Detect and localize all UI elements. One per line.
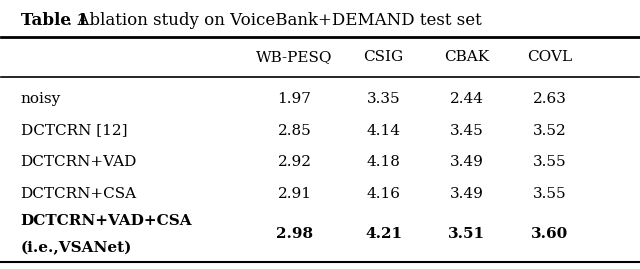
Text: (i.e.,VSANet): (i.e.,VSANet) [20,240,132,255]
Text: DCTCRN+VAD: DCTCRN+VAD [20,155,137,169]
Text: 3.35: 3.35 [367,91,401,105]
Text: DCTCRN [12]: DCTCRN [12] [20,123,127,137]
Text: COVL: COVL [527,50,572,64]
Text: 4.16: 4.16 [367,187,401,201]
Text: 3.51: 3.51 [448,227,485,241]
Text: 1.97: 1.97 [278,91,312,105]
Text: DCTCRN+VAD+CSA: DCTCRN+VAD+CSA [20,214,192,228]
Text: 3.52: 3.52 [532,123,566,137]
Text: 2.91: 2.91 [278,187,312,201]
Text: WB-PESQ: WB-PESQ [256,50,333,64]
Text: noisy: noisy [20,91,61,105]
Text: 2.63: 2.63 [532,91,566,105]
Text: 3.45: 3.45 [450,123,483,137]
Text: DCTCRN+CSA: DCTCRN+CSA [20,187,136,201]
Text: 4.21: 4.21 [365,227,403,241]
Text: CBAK: CBAK [444,50,489,64]
Text: 3.55: 3.55 [532,187,566,201]
Text: 2.85: 2.85 [278,123,312,137]
Text: 3.55: 3.55 [532,155,566,169]
Text: CSIG: CSIG [364,50,404,64]
Text: 3.49: 3.49 [450,187,483,201]
Text: Table 1: Table 1 [20,12,88,29]
Text: 2.98: 2.98 [276,227,313,241]
Text: . Ablation study on VoiceBank+DEMAND test set: . Ablation study on VoiceBank+DEMAND tes… [67,12,482,29]
Text: 2.44: 2.44 [449,91,484,105]
Text: 4.18: 4.18 [367,155,401,169]
Text: 4.14: 4.14 [367,123,401,137]
Text: 3.49: 3.49 [450,155,483,169]
Text: 2.92: 2.92 [278,155,312,169]
Text: 3.60: 3.60 [531,227,568,241]
